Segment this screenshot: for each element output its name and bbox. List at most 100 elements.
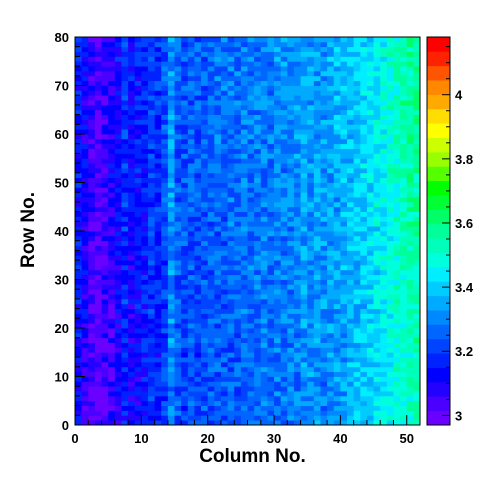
heatmap-cell: [234, 90, 242, 96]
heatmap-cell: [340, 395, 348, 402]
heatmap-cell: [214, 323, 222, 329]
heatmap-cell: [274, 80, 282, 86]
heatmap-cell: [154, 100, 162, 106]
heatmap-cell: [240, 109, 248, 115]
heatmap-cell: [194, 56, 202, 62]
heatmap-cell: [147, 172, 156, 179]
heatmap-cell: [380, 361, 388, 368]
heatmap-cell: [75, 177, 83, 183]
heatmap-cell: [293, 323, 301, 329]
heatmap-cell: [300, 187, 308, 193]
heatmap-cell: [360, 260, 368, 266]
heatmap-cell: [194, 148, 202, 154]
heatmap-cell: [147, 231, 156, 237]
heatmap-cell: [81, 85, 89, 91]
heatmap-cell: [280, 66, 288, 72]
heatmap-cell: [307, 100, 315, 106]
heatmap-cell: [94, 187, 102, 193]
heatmap-cell: [187, 328, 195, 334]
heatmap-cell: [75, 245, 83, 251]
heatmap-cell: [174, 245, 182, 251]
heatmap-cell: [287, 109, 295, 115]
heatmap-cell: [413, 391, 421, 397]
heatmap-cell: [400, 264, 408, 271]
heatmap-cell: [161, 415, 169, 421]
heatmap-cell: [174, 420, 182, 426]
heatmap-cell: [300, 303, 308, 309]
heatmap-cell: [307, 274, 315, 280]
heatmap-cell: [141, 366, 149, 373]
heatmap-cell: [240, 37, 248, 43]
heatmap-cell: [380, 376, 388, 382]
heatmap-cell: [347, 264, 355, 271]
heatmap-cell: [214, 342, 222, 348]
heatmap-cell: [88, 352, 96, 358]
heatmap-cell: [287, 37, 295, 43]
heatmap-cell: [247, 61, 255, 67]
heatmap-cell: [81, 264, 89, 271]
heatmap-cell: [234, 255, 242, 261]
heatmap-cell: [75, 298, 83, 305]
heatmap-cell: [94, 269, 102, 276]
heatmap-cell: [147, 415, 156, 421]
heatmap-cell: [274, 90, 282, 96]
heatmap-cell: [413, 352, 421, 358]
heatmap-cell: [247, 70, 255, 77]
heatmap-cell: [161, 289, 169, 295]
heatmap-cell: [161, 46, 169, 52]
heatmap-cell: [393, 119, 401, 125]
heatmap-cell: [347, 332, 355, 339]
heatmap-cell: [307, 46, 315, 52]
heatmap-cell: [174, 221, 182, 227]
heatmap-cell: [406, 250, 414, 256]
heatmap-cell: [161, 119, 169, 125]
heatmap-cell: [134, 400, 142, 406]
heatmap-cell: [400, 138, 408, 145]
heatmap-cell: [227, 51, 235, 57]
heatmap-cell: [274, 405, 282, 411]
heatmap-cell: [114, 206, 122, 212]
heatmap-cell: [161, 75, 169, 82]
heatmap-cell: [121, 61, 129, 67]
heatmap-cell: [254, 192, 262, 198]
heatmap-cell: [300, 226, 308, 232]
heatmap-cell: [360, 255, 368, 261]
heatmap-cell: [333, 119, 341, 125]
heatmap-cell: [373, 46, 381, 52]
heatmap-cell: [194, 70, 202, 77]
heatmap-cell: [406, 371, 414, 377]
heatmap-cell: [114, 61, 122, 67]
heatmap-cell: [167, 318, 175, 324]
heatmap-cell: [81, 400, 89, 406]
heatmap-cell: [214, 318, 222, 324]
heatmap-cell: [327, 342, 335, 348]
heatmap-cell: [174, 119, 182, 125]
heatmap-cell: [393, 410, 401, 416]
heatmap-cell: [167, 143, 175, 149]
heatmap-cell: [373, 313, 381, 319]
heatmap-cell: [101, 240, 109, 246]
heatmap-cell: [274, 420, 282, 426]
heatmap-cell: [147, 328, 156, 334]
heatmap-cell: [293, 347, 301, 353]
heatmap-cell: [400, 303, 408, 309]
heatmap-cell: [353, 80, 361, 86]
heatmap-cell: [360, 90, 368, 96]
heatmap-cell: [147, 192, 156, 198]
heatmap-cell: [114, 197, 122, 203]
heatmap-cell: [300, 332, 308, 339]
heatmap-cell: [340, 85, 348, 91]
heatmap-cell: [81, 100, 89, 106]
heatmap-cell: [413, 342, 421, 348]
heatmap-cell: [320, 298, 328, 305]
heatmap-cell: [94, 90, 102, 96]
heatmap-cell: [380, 216, 388, 222]
heatmap-cell: [287, 148, 295, 154]
heatmap-cell: [400, 129, 408, 135]
heatmap-cell: [347, 85, 355, 91]
heatmap-cell: [373, 347, 381, 353]
heatmap-cell: [254, 51, 262, 57]
heatmap-cell: [300, 250, 308, 256]
heatmap-cell: [94, 201, 102, 208]
heatmap-cell: [167, 328, 175, 334]
